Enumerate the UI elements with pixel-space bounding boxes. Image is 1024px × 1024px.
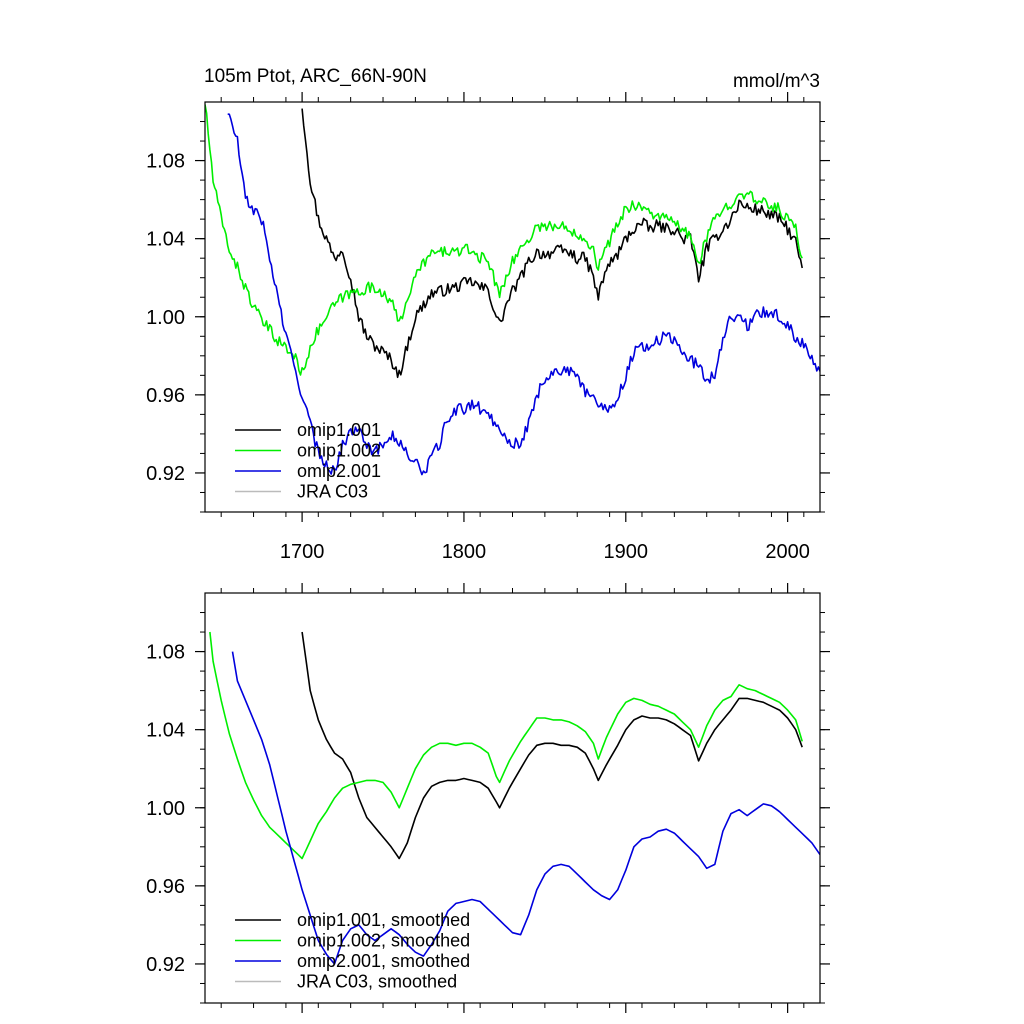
series-group <box>205 104 820 476</box>
y-tick-label: 0.92 <box>146 954 185 976</box>
series-line-omip1-001-smoothed <box>301 631 803 860</box>
tick-marks <box>195 92 830 522</box>
chart-panel-top: 1700 1800 1900 2000 0.92 0.96 1.00 1.04 1.08 omip… <box>146 92 830 563</box>
x-tick-label: 2000 <box>765 541 810 563</box>
y-tick-label: 1.00 <box>146 307 185 329</box>
y-tick-label: 0.96 <box>146 876 185 898</box>
legend-label: omip2.001 <box>297 461 381 481</box>
series-line-omip1-002-smoothed <box>209 631 803 860</box>
tick-marks <box>195 583 830 1013</box>
series-line-omip2-001-smoothed <box>231 651 820 965</box>
x-tick-label: 1800 <box>442 541 487 563</box>
y-tick-label: 0.96 <box>146 385 185 407</box>
y-tick-label: 1.08 <box>146 151 185 173</box>
chart-title-top: 105m Ptot, ARC_66N-90N <box>204 66 427 87</box>
y-tick-label: 1.04 <box>146 720 185 742</box>
y-tick-label: 0.92 <box>146 463 185 485</box>
series-line-omip1-002 <box>205 104 803 376</box>
y-tick-label: 1.04 <box>146 229 185 251</box>
x-tick-label: 1900 <box>604 541 649 563</box>
legend-label: omip2.001, smoothed <box>297 951 470 971</box>
series-group <box>209 631 820 965</box>
legend-label: omip1.002 <box>297 441 381 461</box>
chart-units-top: mmol/m^3 <box>733 71 820 92</box>
legend-label: JRA C03 <box>297 482 368 502</box>
y-tick-label: 1.08 <box>146 642 185 664</box>
y-tick-label: 1.00 <box>146 798 185 820</box>
legend-label: omip1.001, smoothed <box>297 910 470 930</box>
series-line-omip1-001 <box>301 108 803 379</box>
series-line-omip2-001 <box>227 113 820 476</box>
legend-label: omip1.002, smoothed <box>297 931 470 951</box>
x-tick-label: 1700 <box>280 541 325 563</box>
legend-label: omip1.001 <box>297 420 381 440</box>
legend-label: JRA C03, smoothed <box>297 972 457 992</box>
